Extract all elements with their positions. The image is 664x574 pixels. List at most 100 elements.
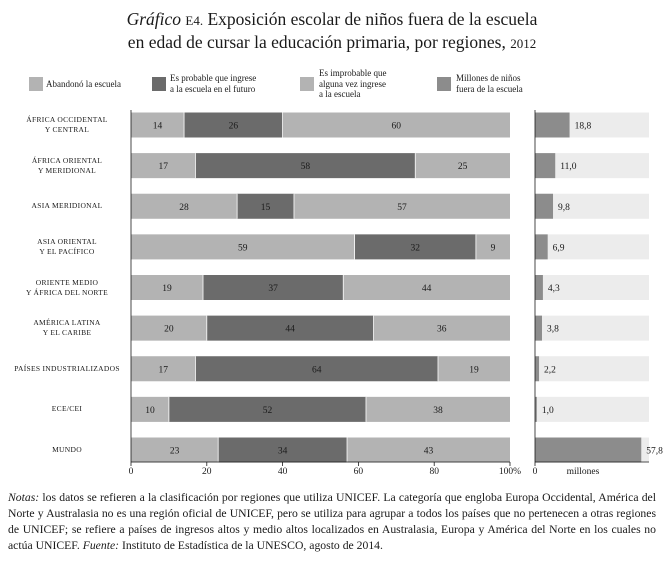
title-line2-text: en edad de cursar la educación primaria,… [127,32,506,52]
bar-segment [237,193,294,219]
bar-value-label: 43 [424,447,434,457]
millions-row-background [535,396,649,422]
category-label: ASIA MERIDIONAL [31,201,103,211]
bar-segment [365,396,510,422]
bar-value-label: 23 [170,447,180,457]
bar-value-label: 17 [158,365,168,375]
bar-value-label: 58 [301,162,311,172]
millions-row-background [535,356,649,382]
millions-bar [535,112,570,138]
millions-bar [535,315,542,341]
millions-row-background [535,315,649,341]
source-text: Instituto de Estadística de la UNESCO, a… [119,539,383,552]
bar-segment [131,112,185,138]
bar-segment [203,275,344,300]
bar-segment [293,193,510,219]
bar-segment [168,396,366,422]
bar-value-label: 14 [153,122,163,132]
category-label: ÁFRICA OCCIDENTAL Y CENTRAL [26,115,108,134]
bar-segment [131,234,355,260]
bar-segment [218,437,348,463]
bar-value-label: 34 [278,447,288,457]
millions-bar [535,396,537,422]
millions-value-label: 6,9 [553,243,565,253]
bar-value-label: 44 [422,284,432,294]
millions-bar [535,193,554,219]
bar-segment [131,315,207,341]
legend-swatch-abandono [29,77,43,91]
bar-value-label: 57 [397,203,407,213]
title-year: 2012 [510,36,537,51]
legend-swatch-improbable [300,77,314,91]
bar-segment [437,356,510,382]
bar-value-label: 9 [491,243,496,253]
bar-value-label: 10 [145,406,155,416]
bar-segment [206,315,374,341]
bar-value-label: 38 [433,406,443,416]
x-tick-label: 60 [354,467,364,477]
bar-segment [131,356,196,382]
category-label: ORIENTE MEDIO Y ÁFRICA DEL NORTE [25,277,109,297]
bar-value-label: 32 [411,243,421,253]
category-label: MUNDO [52,445,82,454]
millions-row-background [535,275,649,300]
millions-value-label: 3,8 [547,325,559,335]
x-tick-label: 40 [278,467,288,477]
notes-paragraph: Notas: los datos se refieren a la clasif… [8,490,656,554]
bar-segment [131,193,238,219]
bar-segment [131,437,219,463]
category-label: ÁFRICA ORIENTAL Y MERIDIONAL [31,155,103,175]
millions-value-label: 9,8 [558,203,570,213]
legend-label-abandono: Abandonó la escuela [46,79,121,89]
x-tick-label: 0 [129,467,134,477]
bar-segment [373,315,510,341]
millions-row-background [535,193,649,219]
bar-value-label: 37 [268,284,278,294]
millions-value-label: 57,8 [646,447,663,457]
bar-value-label: 64 [312,365,322,375]
millions-bar [535,275,543,300]
legend-swatch-millones [437,77,451,91]
chart-title-line-2: en edad de cursar la educación primaria,… [0,31,664,55]
category-label: AMÉRICA LATINA Y EL CARIBE [33,318,101,338]
chart-title-line-1: Gráfico E4. Exposición escolar de niños … [0,8,664,32]
bar-value-label: 52 [263,406,273,416]
millions-bar [535,437,642,463]
millions-axis-label: millones [567,467,600,477]
bar-segment [282,112,510,138]
bar-value-label: 60 [392,122,402,132]
bar-segment [184,112,283,138]
bar-segment [347,437,510,463]
millions-row-background [535,234,649,260]
bar-segment [354,234,476,260]
source-label: Fuente: [82,539,120,552]
bar-value-label: 17 [158,162,168,172]
category-label: ECE/CEI [51,404,83,414]
title-line1-text: Exposición escolar de niños fuera de la … [207,9,538,29]
notes-label: Notas: [8,491,40,504]
category-label: PAÍSES INDUSTRIALIZADOS [14,363,120,373]
x-tick-label: 20 [202,467,212,477]
x-tick-label: 100% [499,467,521,477]
bar-segment [131,153,196,179]
legend-swatch-probable [152,77,166,91]
bar-value-label: 15 [261,203,271,213]
bar-segment [343,275,510,300]
notes-text: los datos se refieren a la clasificación… [8,491,656,552]
bar-value-label: 44 [285,325,295,335]
millions-value-label: 2,2 [544,365,556,375]
millions-value-label: 4,3 [548,284,560,294]
bar-value-label: 36 [437,325,447,335]
bar-segment [195,356,438,382]
millions-value-label: 11,0 [560,162,577,172]
millions-tick-label: 0 [533,467,538,477]
bar-value-label: 19 [162,284,172,294]
bar-value-label: 28 [179,203,189,213]
bar-segment [195,153,416,179]
millions-bar [535,153,556,179]
title-prefix: Gráfico [126,9,182,29]
millions-bar [535,356,540,382]
millions-bar [535,234,548,260]
millions-value-label: 18,8 [575,122,592,132]
